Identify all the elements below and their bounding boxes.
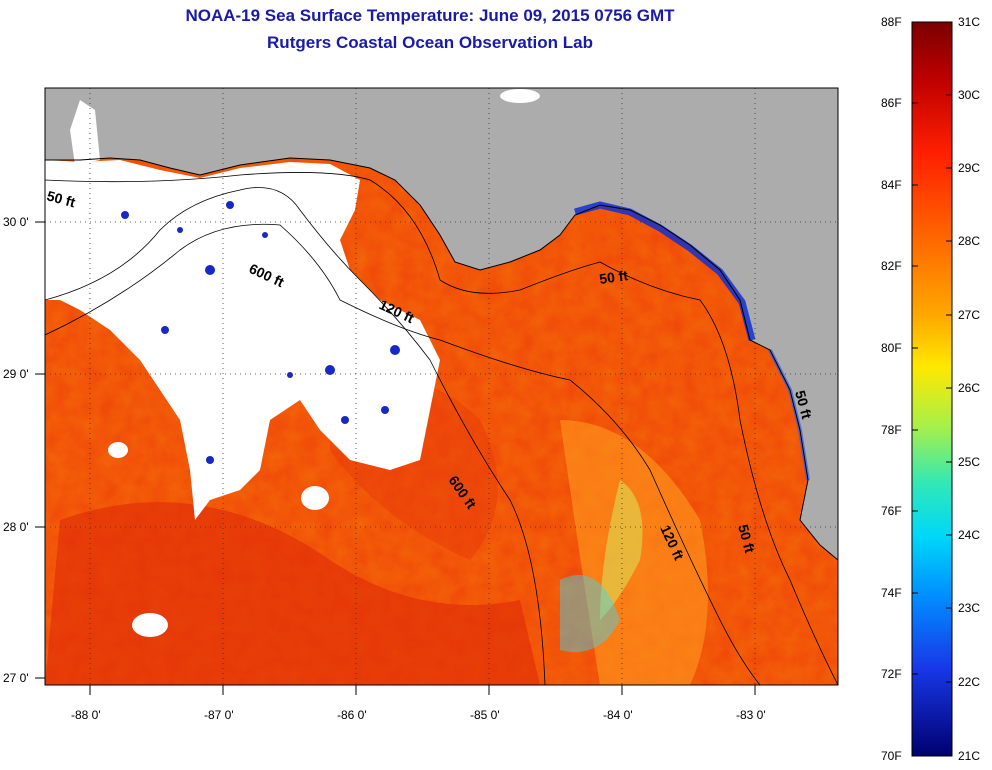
lon-label: -86 0' [337,708,367,722]
cold-pixels [121,201,400,464]
contour-label: 50 ft [792,389,815,421]
colorbar-c-label: 28C [958,234,980,248]
lon-label: -88 0' [71,708,101,722]
latitude-labels: 30 0' 29 0' 28 0' 27 0' [3,215,29,685]
celsius-labels: 31C 30C 29C 28C 27C 26C 25C 24C 23C 22C … [958,15,980,763]
colorbar-c-label: 24C [958,528,980,542]
map-area [45,88,838,685]
contour-label: 50 ft [598,267,629,287]
colorbar [911,21,953,757]
colorbar-f-label: 70F [881,749,902,763]
coastline [45,157,838,561]
longitude-labels: -88 0' -87 0' -86 0' -85 0' -84 0' -83 0… [71,708,766,722]
color-legend: 88F 86F 84F 82F 80F 78F 76F 74F 72F 70F … [881,15,980,763]
contour-label: 50 ft [45,187,77,210]
colorbar-c-label: 26C [958,381,980,395]
graticule [45,88,838,685]
colorbar-f-label: 74F [881,586,902,600]
colorbar-c-label: 21C [958,749,980,763]
map-frame [44,87,839,686]
colorbar-f-label: 80F [881,341,902,355]
colorbar-f-label: 82F [881,259,902,273]
lon-label: -83 0' [736,708,766,722]
axis-ticks [35,221,756,695]
colorbar-f-label: 84F [881,178,902,192]
lat-label: 29 0' [3,367,29,381]
colorbar-f-label: 72F [881,667,902,681]
lat-label: 27 0' [3,671,29,685]
lat-label: 30 0' [3,215,29,229]
colorbar-f-label: 76F [881,504,902,518]
cloud-mask [45,160,440,520]
colorbar-f-label: 86F [881,96,902,110]
colorbar-c-label: 30C [958,88,980,102]
fahrenheit-labels: 88F 86F 84F 82F 80F 78F 76F 74F 72F 70F [881,15,902,763]
lon-label: -87 0' [204,708,234,722]
colorbar-c-label: 23C [958,601,980,615]
colorbar-f-label: 78F [881,423,902,437]
land-mass [45,88,838,560]
colorbar-c-label: 29C [958,161,980,175]
map-title: NOAA-19 Sea Surface Temperature: June 09… [185,6,675,25]
colorbar-c-label: 31C [958,15,980,29]
colorbar-c-label: 22C [958,675,980,689]
map-subtitle: Rutgers Coastal Ocean Observation Lab [267,33,593,52]
colorbar-f-label: 88F [881,15,902,29]
colorbar-c-label: 27C [958,308,980,322]
lon-label: -84 0' [603,708,633,722]
bathymetry-contours [45,172,838,685]
contour-label: 50 ft [735,523,758,555]
colorbar-c-label: 25C [958,455,980,469]
lat-label: 28 0' [3,520,29,534]
lon-label: -85 0' [470,708,500,722]
